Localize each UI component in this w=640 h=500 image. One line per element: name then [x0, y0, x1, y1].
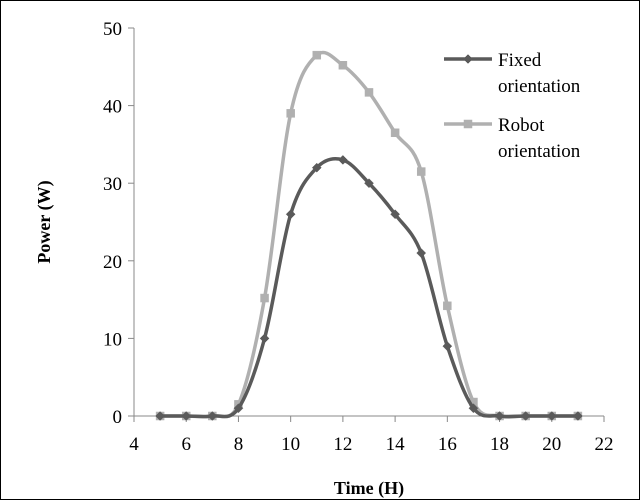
y-tick-label: 0	[113, 407, 123, 428]
y-axis-label: Power (W)	[34, 180, 55, 263]
x-tick-label: 20	[542, 434, 561, 455]
data-point	[338, 155, 348, 165]
data-point	[312, 50, 322, 60]
data-point	[233, 403, 244, 414]
x-tick-label: 6	[181, 434, 191, 455]
data-point	[364, 178, 374, 189]
legend-label: orientation	[498, 76, 581, 97]
series-diamond-group	[155, 155, 583, 421]
x-tick-label: 12	[333, 434, 352, 455]
data-point	[260, 293, 269, 303]
data-point	[286, 109, 295, 118]
data-point	[259, 333, 270, 344]
data-point	[181, 411, 192, 421]
y-tick-label: 20	[103, 252, 122, 273]
legend-swatch-marker	[463, 54, 473, 64]
data-point	[338, 60, 348, 70]
y-axis-ticks: 0 10 20 30 40 50	[103, 19, 134, 428]
legend-label: Fixed	[498, 50, 542, 71]
legend-label: Robot	[498, 115, 545, 136]
data-point	[468, 403, 479, 414]
x-tick-label: 14	[386, 434, 406, 455]
x-tick-label: 22	[595, 434, 614, 455]
x-tick-label: 10	[281, 434, 300, 455]
data-point	[520, 411, 531, 421]
y-tick-label: 30	[103, 174, 122, 195]
data-point	[390, 128, 400, 138]
data-point	[416, 248, 427, 258]
data-point	[573, 411, 583, 421]
x-axis-ticks: 4 6 8 10 12 14 16 18 20 22	[129, 416, 614, 455]
data-point	[155, 411, 165, 421]
data-point	[390, 209, 400, 220]
data-point	[494, 411, 505, 421]
y-tick-label: 40	[103, 97, 122, 118]
legend-label: orientation	[498, 141, 581, 162]
legend-entry: Robot orientation	[444, 115, 581, 162]
y-tick-label: 50	[103, 19, 122, 40]
x-tick-label: 18	[490, 434, 509, 455]
series-square-group	[155, 50, 583, 421]
x-tick-label: 16	[438, 434, 457, 455]
data-point	[285, 209, 296, 220]
data-point	[443, 301, 452, 311]
series-line	[158, 157, 580, 419]
x-tick-label: 4	[129, 434, 139, 455]
legend-swatch-marker	[463, 119, 473, 129]
x-axis-label: Time (H)	[334, 478, 404, 499]
series-line	[158, 50, 580, 419]
legend-entry: Fixed orientation	[444, 50, 581, 97]
data-point	[207, 411, 218, 421]
legend: Fixed orientation Robot orientation	[444, 50, 581, 162]
y-tick-label: 10	[103, 329, 122, 350]
data-point	[546, 411, 557, 421]
data-point	[442, 341, 453, 352]
data-point	[416, 167, 426, 176]
data-point	[311, 162, 322, 173]
x-tick-label: 8	[234, 434, 244, 455]
data-point	[364, 88, 374, 97]
series-layer	[155, 50, 583, 421]
